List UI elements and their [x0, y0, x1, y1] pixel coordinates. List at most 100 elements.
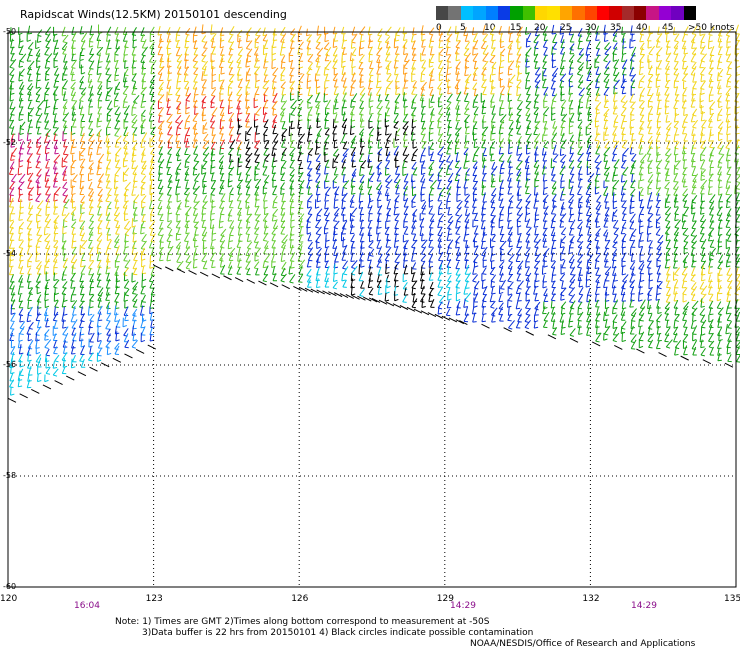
wind-barb-tick: [324, 40, 329, 43]
wind-barb: [87, 306, 90, 316]
wind-barb: [45, 32, 51, 42]
wind-barb: [437, 132, 444, 142]
wind-barb: [403, 131, 407, 141]
wind-barb-tick: [316, 160, 321, 163]
wind-barb: [37, 100, 45, 109]
wind-barb: [201, 35, 207, 42]
wind-barb: [472, 161, 478, 169]
wind-barb-tick: [297, 107, 302, 110]
wind-barb: [456, 247, 460, 256]
wind-barb: [438, 107, 443, 115]
wind-barb: [297, 25, 302, 35]
wind-barb: [88, 162, 94, 169]
wind-barb: [158, 185, 164, 194]
wind-barb-tick: [403, 266, 408, 269]
wind-barb: [385, 52, 391, 62]
wind-barb-tick: [141, 285, 146, 288]
wind-barb: [298, 259, 306, 268]
wind-barb-tick: [385, 125, 390, 128]
wind-barb: [455, 113, 459, 122]
wind-barb-tick: [411, 168, 416, 170]
wind-barb-tick: [508, 172, 513, 175]
wind-barb-tick: [88, 60, 93, 63]
wind-barb-tick: [238, 54, 243, 57]
wind-barb: [420, 285, 425, 295]
wind-barb: [193, 145, 198, 155]
legend-color-bar: [436, 6, 696, 20]
wind-barb: [218, 220, 221, 229]
wind-barb: [368, 74, 372, 82]
wind-barb: [246, 126, 252, 135]
wind-barb: [490, 94, 495, 103]
wind-barb: [97, 292, 104, 301]
wind-barb: [411, 119, 414, 128]
wind-barb: [88, 113, 93, 123]
wind-barb: [438, 251, 444, 261]
wind-barb: [498, 25, 502, 35]
wind-barb-tick: [255, 113, 260, 116]
wind-barb-tick: [281, 268, 286, 271]
wind-barb: [350, 272, 353, 281]
wind-barb-tick: [307, 206, 312, 209]
wind-barb: [45, 193, 51, 202]
wind-barb: [62, 166, 68, 175]
wind-barb: [227, 209, 233, 216]
wind-barb: [87, 92, 93, 101]
wind-barb: [491, 61, 497, 68]
wind-barb: [192, 138, 197, 148]
wind-barb: [141, 148, 146, 156]
wind-barb: [115, 159, 120, 168]
wind-barb: [27, 158, 30, 169]
wind-barb-tick: [273, 160, 278, 163]
wind-barb: [52, 333, 57, 341]
wind-barb-tick: [324, 260, 330, 263]
wind-barb: [9, 186, 15, 196]
wind-barb: [62, 120, 67, 128]
wind-barb-tick: [185, 205, 190, 208]
wind-barb: [315, 271, 319, 281]
wind-barb: [185, 93, 192, 101]
wind-barb-tick: [97, 46, 102, 49]
wind-barb: [114, 305, 117, 316]
wind-barb-tick: [298, 39, 303, 43]
wind-barb: [281, 234, 288, 243]
wind-barb-tick: [507, 280, 512, 283]
wind-barb: [428, 39, 432, 48]
wind-barb: [219, 106, 225, 116]
wind-barb: [27, 41, 34, 49]
wind-barb-tick: [168, 212, 173, 215]
wind-barb: [9, 194, 12, 202]
wind-barb: [183, 233, 189, 242]
wind-barb: [411, 86, 416, 95]
wind-barb-tick: [141, 132, 146, 135]
wind-barb-tick: [211, 87, 216, 90]
wind-barb-tick: [18, 139, 23, 142]
wind-barb: [482, 226, 486, 236]
wind-barb-tick: [71, 59, 76, 62]
wind-barb-tick: [289, 167, 294, 169]
wind-barb: [201, 220, 205, 228]
wind-barb-tick: [9, 219, 14, 222]
wind-barb-tick: [333, 279, 338, 282]
wind-barb-tick: [123, 165, 128, 168]
wind-barb: [481, 126, 489, 136]
wind-barb: [27, 301, 30, 309]
wind-barb-tick: [333, 206, 339, 209]
wind-barb: [19, 106, 24, 115]
wind-barb-tick: [132, 46, 137, 49]
wind-barb-tick: [404, 80, 409, 83]
wind-barb: [10, 365, 13, 374]
wind-barb: [245, 260, 251, 270]
wind-barb: [386, 40, 389, 49]
wind-barb-tick: [428, 213, 433, 215]
wind-barb-tick: [376, 232, 381, 235]
wind-barb: [263, 225, 268, 235]
wind-barb: [167, 71, 170, 81]
wind-barb: [472, 153, 476, 162]
wind-barb: [472, 266, 475, 275]
wind-barb-tick: [263, 94, 268, 97]
wind-barb-tick: [11, 345, 16, 349]
wind-barb-tick: [317, 200, 322, 203]
wind-barb-tick: [123, 179, 128, 182]
wind-barb: [454, 173, 459, 181]
